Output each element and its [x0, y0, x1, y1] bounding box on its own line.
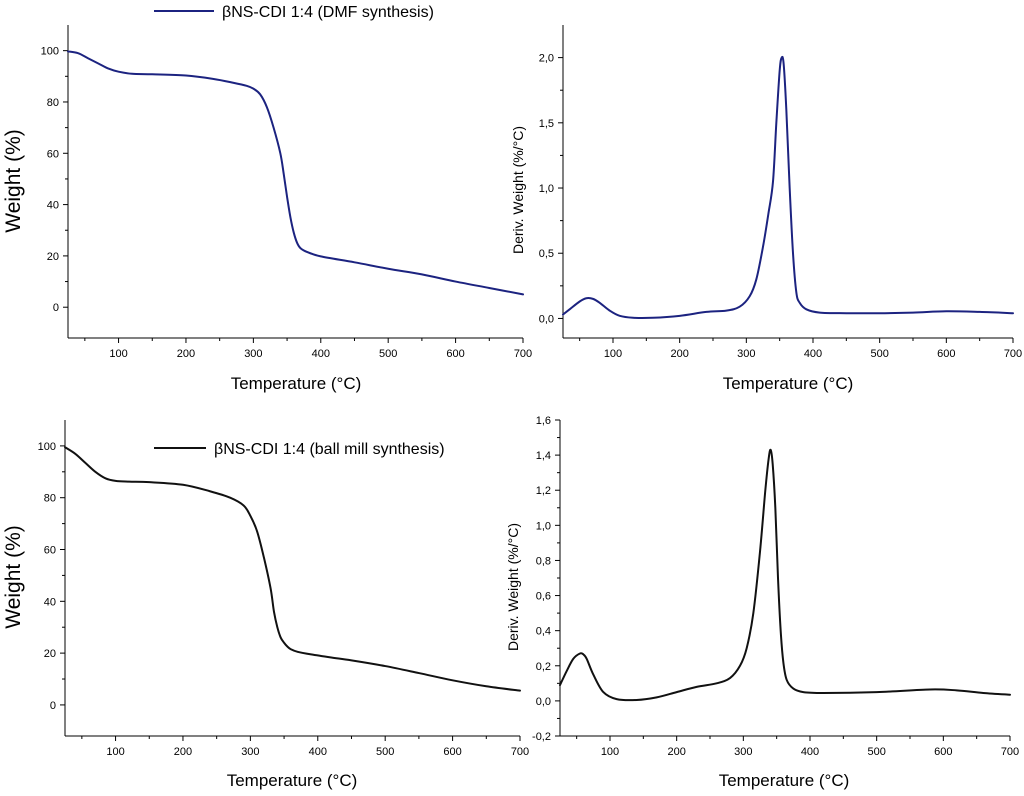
x-tick-label: 100 [109, 348, 127, 360]
x-tick-label: 200 [177, 348, 195, 360]
y-tick-label: 20 [47, 251, 59, 263]
y-tick-label: 0,0 [539, 313, 554, 325]
y-tick-label: 1,2 [536, 485, 551, 497]
x-tick-label: 200 [667, 746, 685, 758]
y-tick-label: 1,6 [536, 415, 551, 427]
x-tick-label: 500 [376, 746, 394, 758]
x-tick-label: 100 [604, 348, 622, 360]
y-tick-label: 0 [53, 302, 59, 314]
y-tick-label: 0,0 [536, 696, 551, 708]
y-tick-label: 40 [44, 596, 56, 608]
legend-label: βNS-CDI 1:4 (ball mill synthesis) [214, 441, 445, 458]
series-line-0 [562, 55, 1014, 320]
y-axis-title: Deriv. Weight (%/°C) [505, 523, 521, 651]
x-tick-label: 500 [867, 746, 885, 758]
x-axis-title: Temperature (°C) [227, 771, 358, 790]
y-tick-label: 40 [47, 200, 59, 212]
x-tick-label: 600 [937, 348, 955, 360]
x-tick-label: 600 [443, 746, 461, 758]
y-tick-label: 0,2 [536, 661, 551, 673]
x-tick-label: 500 [379, 348, 397, 360]
y-tick-label: 1,4 [536, 450, 551, 462]
y-tick-label: 0,5 [539, 248, 554, 260]
x-tick-label: 100 [601, 746, 619, 758]
x-tick-label: 700 [1001, 746, 1019, 758]
x-tick-label: 500 [870, 348, 888, 360]
y-tick-label: 60 [47, 148, 59, 160]
x-tick-label: 400 [804, 348, 822, 360]
y-tick-label: 0,4 [536, 626, 551, 638]
x-axis-title: Temperature (°C) [723, 374, 854, 393]
series-line-0 [559, 448, 1011, 702]
x-tick-label: 200 [174, 746, 192, 758]
x-tick-label: 700 [1004, 348, 1022, 360]
y-tick-label: 2,0 [539, 53, 554, 65]
y-axis-title: Weight (%) [2, 129, 25, 232]
y-tick-label: 80 [44, 493, 56, 505]
y-tick-label: 20 [44, 648, 56, 660]
legend-label: βNS-CDI 1:4 (DMF synthesis) [222, 4, 434, 21]
x-tick-label: 300 [734, 746, 752, 758]
x-tick-label: 600 [446, 348, 464, 360]
y-tick-label: 1,5 [539, 118, 554, 130]
x-tick-label: 700 [511, 746, 529, 758]
x-tick-label: 200 [670, 348, 688, 360]
y-axis-title: Weight (%) [2, 525, 25, 628]
y-tick-label: 60 [44, 545, 56, 557]
series-line-0 [67, 50, 524, 296]
y-tick-label: -0,2 [532, 731, 551, 743]
x-tick-label: 300 [244, 348, 262, 360]
x-tick-label: 400 [801, 746, 819, 758]
y-tick-label: 1,0 [536, 520, 551, 532]
x-axis-title: Temperature (°C) [231, 374, 362, 393]
chart-tga-dmf: Temperature (°C) Weight (%) βNS-CDI 1:4 … [2, 4, 532, 393]
x-tick-label: 600 [934, 746, 952, 758]
series-line-0 [64, 446, 521, 692]
y-tick-label: 0,6 [536, 591, 551, 603]
x-tick-label: 700 [514, 348, 532, 360]
x-tick-label: 400 [309, 746, 327, 758]
y-tick-label: 80 [47, 97, 59, 109]
y-tick-label: 100 [38, 441, 56, 453]
y-axis-title: Deriv. Weight (%/°C) [510, 126, 526, 254]
y-tick-label: 0,8 [536, 555, 551, 567]
x-tick-label: 300 [737, 348, 755, 360]
chart-tga-ballmill: Temperature (°C) Weight (%) βNS-CDI 1:4 … [2, 420, 529, 790]
x-tick-label: 400 [312, 348, 330, 360]
x-tick-label: 100 [106, 746, 124, 758]
x-tick-label: 300 [241, 746, 259, 758]
y-tick-label: 0 [50, 700, 56, 712]
chart-dtg-dmf: Temperature (°C) Deriv. Weight (%/°C) 10… [510, 25, 1022, 393]
chart-dtg-ballmill: Temperature (°C) Deriv. Weight (%/°C) 10… [505, 415, 1019, 790]
x-axis-title: Temperature (°C) [719, 771, 850, 790]
y-tick-label: 100 [41, 46, 59, 58]
y-tick-label: 1,0 [539, 183, 554, 195]
